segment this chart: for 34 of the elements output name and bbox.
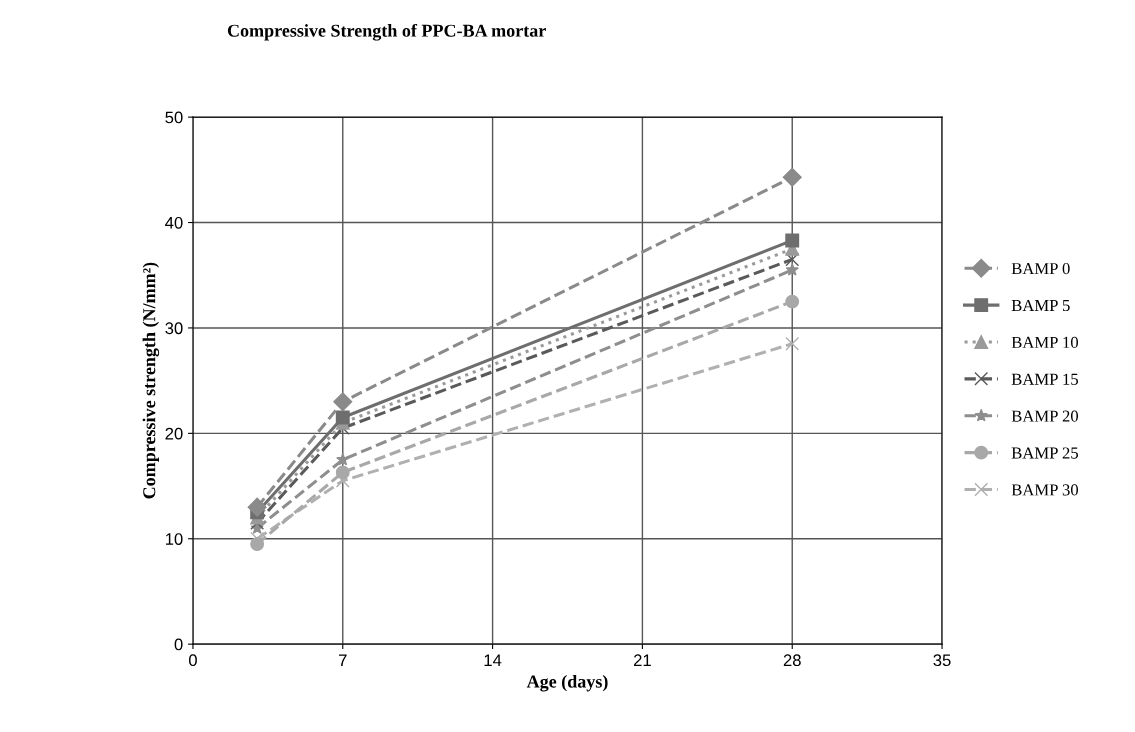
point bbox=[785, 263, 799, 276]
y-tick-label: 20 bbox=[165, 427, 183, 440]
y-tick-label: 50 bbox=[165, 111, 183, 124]
x-tick-label: 28 bbox=[783, 654, 801, 667]
legend-label: BAMP 5 bbox=[1011, 299, 1070, 312]
point bbox=[335, 465, 350, 480]
y-axis-title: Compressive strength (N/mm²) bbox=[142, 262, 160, 499]
x-tick-label: 14 bbox=[484, 654, 502, 666]
legend-label: BAMP 25 bbox=[1011, 447, 1079, 459]
legend-label: BAMP 20 bbox=[1011, 410, 1079, 422]
x-tick-label: 7 bbox=[338, 654, 347, 666]
chart-title: Compressive Strength of PPC-BA mortar bbox=[227, 23, 546, 41]
x-tick-label: 21 bbox=[633, 654, 651, 666]
x-tick-label: 35 bbox=[933, 654, 951, 667]
point bbox=[785, 252, 800, 267]
y-tick-label: 0 bbox=[174, 638, 183, 651]
point bbox=[785, 336, 800, 351]
legend-label: BAMP 15 bbox=[1011, 373, 1079, 385]
legend-label: BAMP 0 bbox=[1011, 262, 1070, 275]
point bbox=[250, 537, 265, 551]
point bbox=[785, 294, 800, 309]
y-tick-label: 10 bbox=[165, 533, 183, 545]
legend-label: BAMP 10 bbox=[1011, 336, 1079, 348]
point bbox=[336, 452, 350, 466]
point bbox=[785, 233, 800, 248]
legend-label: BAMP 30 bbox=[1011, 484, 1079, 496]
point bbox=[247, 497, 267, 517]
x-tick-label: 0 bbox=[188, 654, 197, 667]
point bbox=[335, 410, 350, 425]
point bbox=[333, 392, 353, 412]
y-tick-label: 40 bbox=[165, 216, 183, 229]
y-tick-label: 30 bbox=[165, 322, 183, 335]
x-axis-title: Age (days) bbox=[526, 674, 608, 692]
point bbox=[782, 167, 802, 187]
